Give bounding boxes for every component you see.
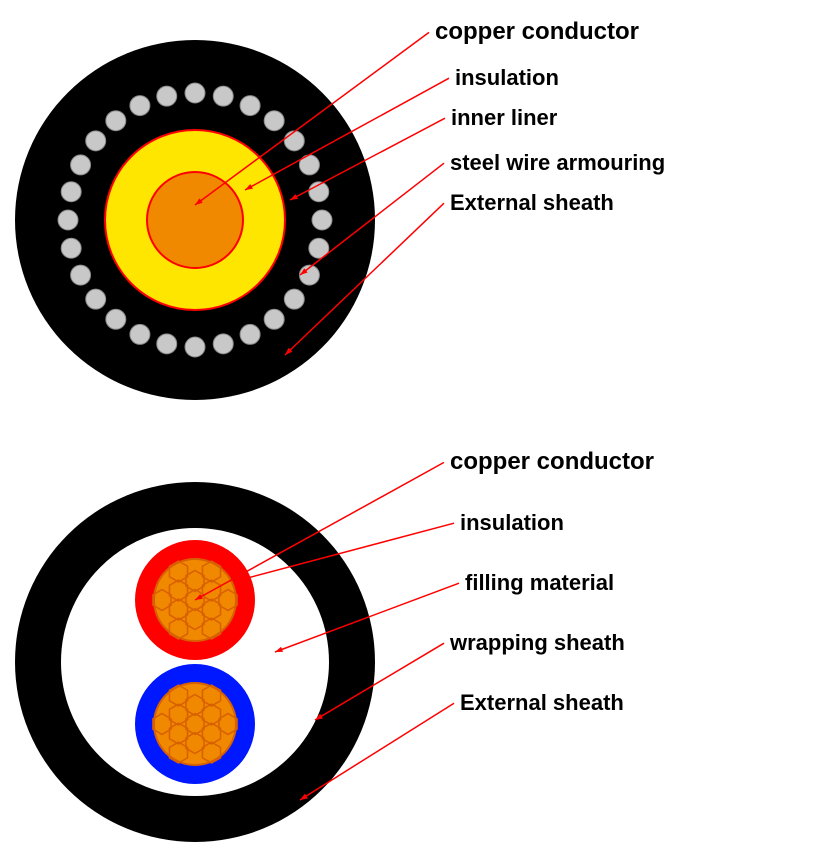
- label-text: copper conductor: [450, 448, 654, 476]
- label-text: wrapping sheath: [450, 630, 625, 656]
- label-text: steel wire armouring: [450, 150, 665, 176]
- label-text: inner liner: [451, 105, 557, 131]
- label-text: filling material: [465, 570, 614, 596]
- label-text: External sheath: [450, 190, 614, 216]
- label-text: insulation: [460, 510, 564, 536]
- diagram-2-svg: [0, 0, 832, 862]
- label-text: External sheath: [460, 690, 624, 716]
- diagram-1-svg: [0, 0, 832, 862]
- label-text: copper conductor: [435, 18, 639, 46]
- label-text: insulation: [455, 65, 559, 91]
